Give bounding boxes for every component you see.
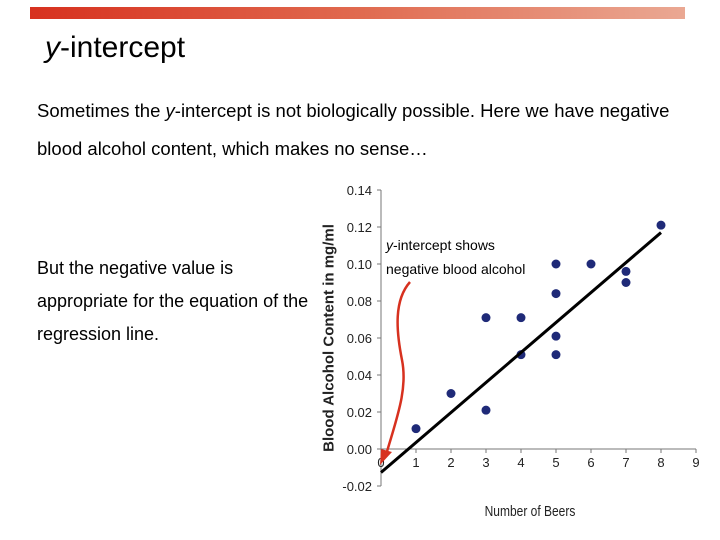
intro-paragraph: Sometimes the y-intercept is not biologi… — [37, 92, 677, 168]
data-point — [551, 350, 561, 360]
x-tick-label: 2 — [447, 455, 454, 470]
annotation-arrowhead — [380, 449, 392, 465]
y-tick-label: 0.00 — [347, 442, 372, 457]
x-tick-label: 8 — [657, 455, 664, 470]
regression-line — [380, 231, 662, 474]
data-point — [551, 259, 561, 269]
data-point — [551, 331, 561, 341]
data-point — [551, 289, 561, 299]
intercept-annotation: y-intercept shows negative blood alcohol — [386, 233, 525, 281]
x-axis-label: Number of Beers — [484, 503, 576, 520]
data-point — [621, 266, 631, 276]
annotation-line1: y-intercept shows — [386, 233, 525, 257]
data-point — [411, 424, 421, 434]
data-point — [586, 259, 596, 269]
data-point — [481, 405, 491, 415]
y-tick-label: 0.06 — [347, 331, 372, 346]
intro-part2: -intercept is not biologically possible.… — [37, 100, 670, 159]
intro-part1: Sometimes the — [37, 100, 166, 121]
y-tick-label: 0.12 — [347, 220, 372, 235]
title-accent-bar — [30, 7, 685, 19]
annotation-arrow — [384, 281, 411, 456]
y-tick-label: 0.04 — [347, 368, 372, 383]
x-tick-label: 7 — [622, 455, 629, 470]
annotation-italic: y — [386, 237, 393, 253]
slide-title-rest: -intercept — [60, 31, 186, 64]
x-tick-label: 6 — [587, 455, 594, 470]
annotation-rest: -intercept shows — [393, 237, 495, 253]
data-point — [516, 313, 526, 323]
y-tick-label: 0.10 — [347, 257, 372, 272]
y-tick-label: 0.02 — [347, 405, 372, 420]
x-tick-label: 5 — [552, 455, 559, 470]
x-tick-label: 1 — [412, 455, 419, 470]
data-point — [481, 313, 491, 323]
x-tick-label: 4 — [517, 455, 524, 470]
y-tick-label: 0.08 — [347, 294, 372, 309]
intro-italic: y — [165, 100, 175, 121]
data-point — [656, 220, 666, 230]
y-tick-label: -0.02 — [342, 479, 372, 494]
slide-title: y-intercept — [45, 28, 185, 68]
y-tick-label: 0.14 — [347, 183, 372, 198]
data-point — [446, 389, 456, 398]
side-note: But the negative value is appropriate fo… — [37, 258, 309, 344]
x-tick-label: 3 — [482, 455, 489, 470]
data-point — [621, 278, 631, 287]
y-axis-label-text: Blood Alcohol Content in mg/ml — [320, 224, 338, 452]
x-tick-label: 9 — [692, 455, 699, 470]
slide-title-italic: y — [45, 31, 60, 64]
annotation-line2: negative blood alcohol — [386, 261, 526, 277]
